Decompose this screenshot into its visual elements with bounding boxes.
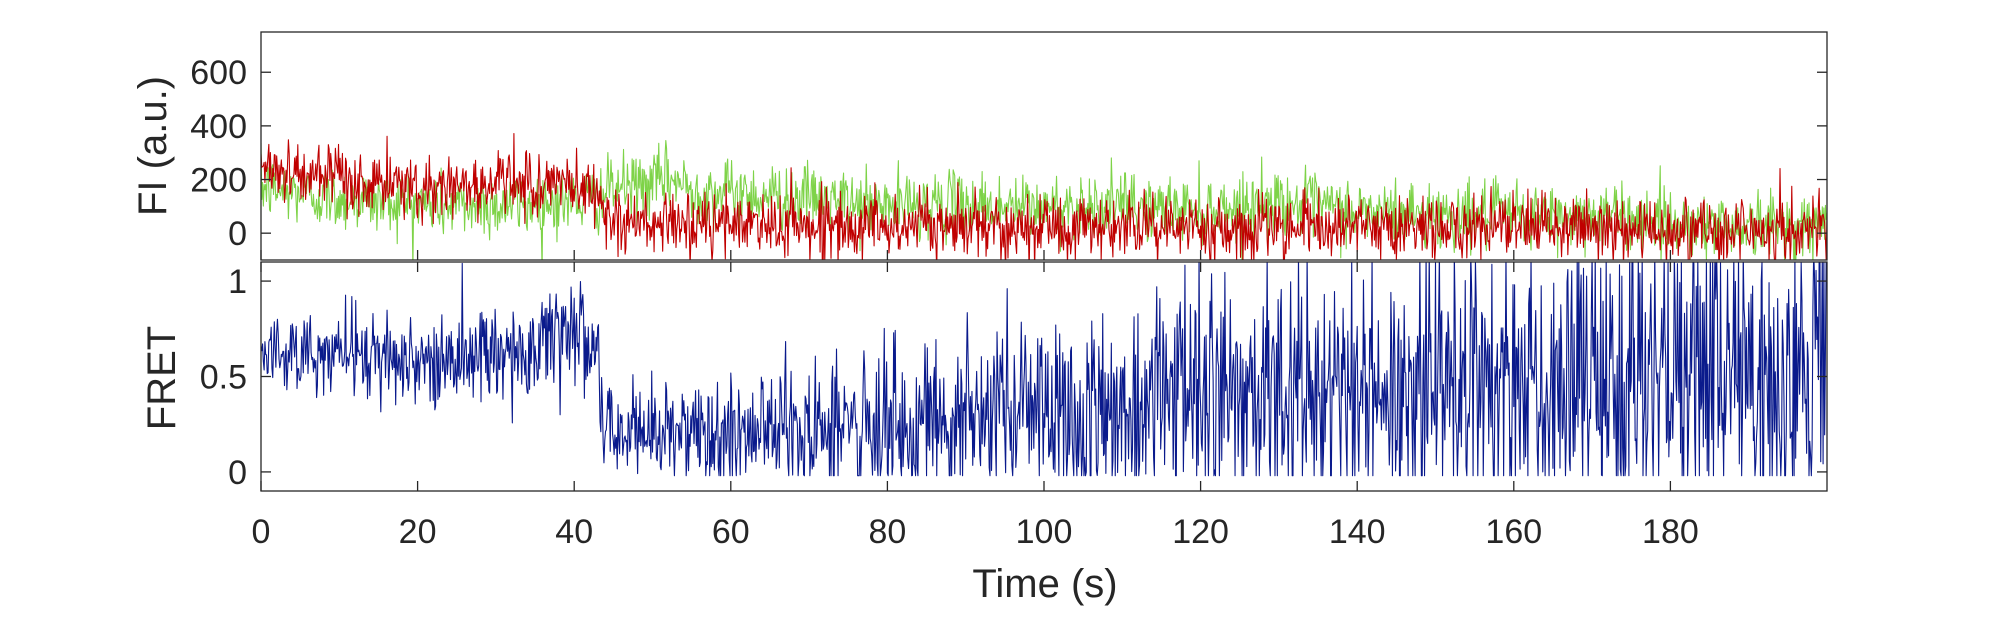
fret-y-axis-label: FRET [140, 326, 184, 430]
time-x-ticks: 0 20 40 60 80 100 120 140 160 180 [252, 250, 1699, 551]
fret-y-tick-label: 1 [228, 263, 247, 301]
time-x-tick-label: 0 [252, 513, 271, 551]
time-x-tick-label: 160 [1485, 513, 1542, 551]
fret-trace-line [261, 262, 1827, 477]
fluorescence-y-ticks: 0 200 400 600 [190, 54, 1827, 253]
donor-trace-line [261, 133, 1827, 260]
time-x-tick-label: 140 [1329, 513, 1386, 551]
fret-panel: 00.51 0 20 40 60 80 100 120 140 160 180 FRET Time… [140, 250, 1828, 606]
fret-y-tick-label: 0 [228, 454, 247, 492]
time-x-tick-label: 180 [1642, 513, 1699, 551]
time-x-tick-label: 40 [555, 513, 593, 551]
fluorescence-series-group [261, 133, 1827, 260]
time-x-tick-label: 100 [1016, 513, 1073, 551]
fret-y-tick-label: 0.5 [200, 359, 247, 397]
time-x-tick-label: 120 [1172, 513, 1229, 551]
time-x-tick-label: 20 [399, 513, 437, 551]
fret-series-group [261, 262, 1827, 477]
fluorescence-y-tick-label: 600 [190, 54, 247, 92]
time-x-tick-label: 80 [868, 513, 906, 551]
time-x-tick-label: 60 [712, 513, 750, 551]
fluorescence-y-tick-label: 0 [228, 215, 247, 253]
fluorescence-y-axis-label: FI (a.u.) [131, 76, 175, 216]
fluorescence-panel: 0 200 400 600 FI (a.u.) [131, 31, 1828, 261]
fret-y-ticks: 00.51 [200, 263, 1827, 492]
fluorescence-y-tick-label: 200 [190, 162, 247, 200]
fluorescence-y-tick-label: 400 [190, 108, 247, 146]
time-x-axis-label: Time (s) [972, 562, 1117, 606]
